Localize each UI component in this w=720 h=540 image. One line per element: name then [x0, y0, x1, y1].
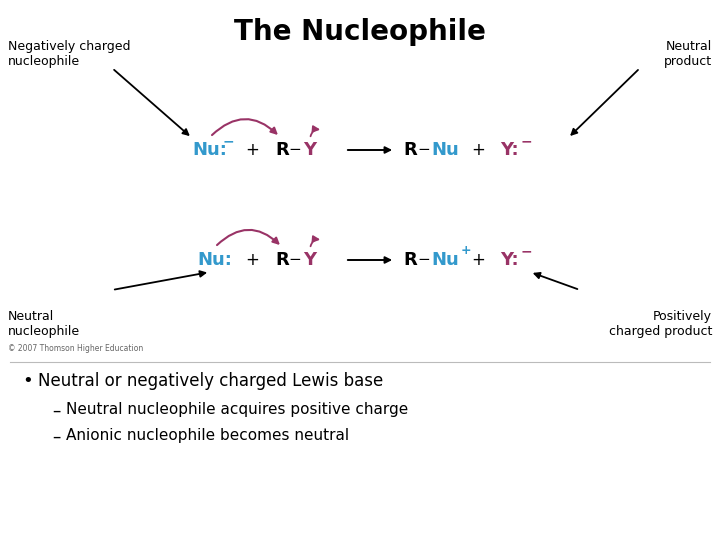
Text: Nu: Nu	[431, 251, 459, 269]
Text: –: –	[52, 402, 60, 420]
Text: Y:: Y:	[500, 141, 518, 159]
Text: –: –	[52, 428, 60, 446]
Text: −: −	[222, 134, 234, 148]
Text: Y: Y	[303, 251, 317, 269]
Text: +: +	[245, 251, 259, 269]
Text: Y:: Y:	[500, 251, 518, 269]
Text: Nu:: Nu:	[197, 251, 232, 269]
Text: Nu:: Nu:	[192, 141, 227, 159]
Text: •: •	[22, 372, 32, 390]
Text: Nu: Nu	[431, 141, 459, 159]
Text: R: R	[275, 141, 289, 159]
Text: −: −	[418, 143, 431, 158]
Text: Neutral
product: Neutral product	[664, 40, 712, 68]
Text: © 2007 Thomson Higher Education: © 2007 Thomson Higher Education	[8, 344, 143, 353]
Text: −: −	[289, 253, 302, 267]
Text: R: R	[403, 141, 417, 159]
Text: −: −	[520, 244, 532, 258]
Text: Anionic nucleophile becomes neutral: Anionic nucleophile becomes neutral	[66, 428, 349, 443]
Text: −: −	[418, 253, 431, 267]
Text: Positively
charged product: Positively charged product	[608, 310, 712, 338]
Text: Negatively charged
nucleophile: Negatively charged nucleophile	[8, 40, 130, 68]
Text: +: +	[245, 141, 259, 159]
Text: Neutral
nucleophile: Neutral nucleophile	[8, 310, 80, 338]
Text: +: +	[471, 251, 485, 269]
Text: R: R	[275, 251, 289, 269]
Text: +: +	[461, 245, 472, 258]
Text: The Nucleophile: The Nucleophile	[234, 18, 486, 46]
Text: Neutral or negatively charged Lewis base: Neutral or negatively charged Lewis base	[38, 372, 383, 390]
Text: +: +	[471, 141, 485, 159]
Text: −: −	[520, 134, 532, 148]
Text: Neutral nucleophile acquires positive charge: Neutral nucleophile acquires positive ch…	[66, 402, 408, 417]
Text: −: −	[289, 143, 302, 158]
Text: Y: Y	[303, 141, 317, 159]
Text: R: R	[403, 251, 417, 269]
